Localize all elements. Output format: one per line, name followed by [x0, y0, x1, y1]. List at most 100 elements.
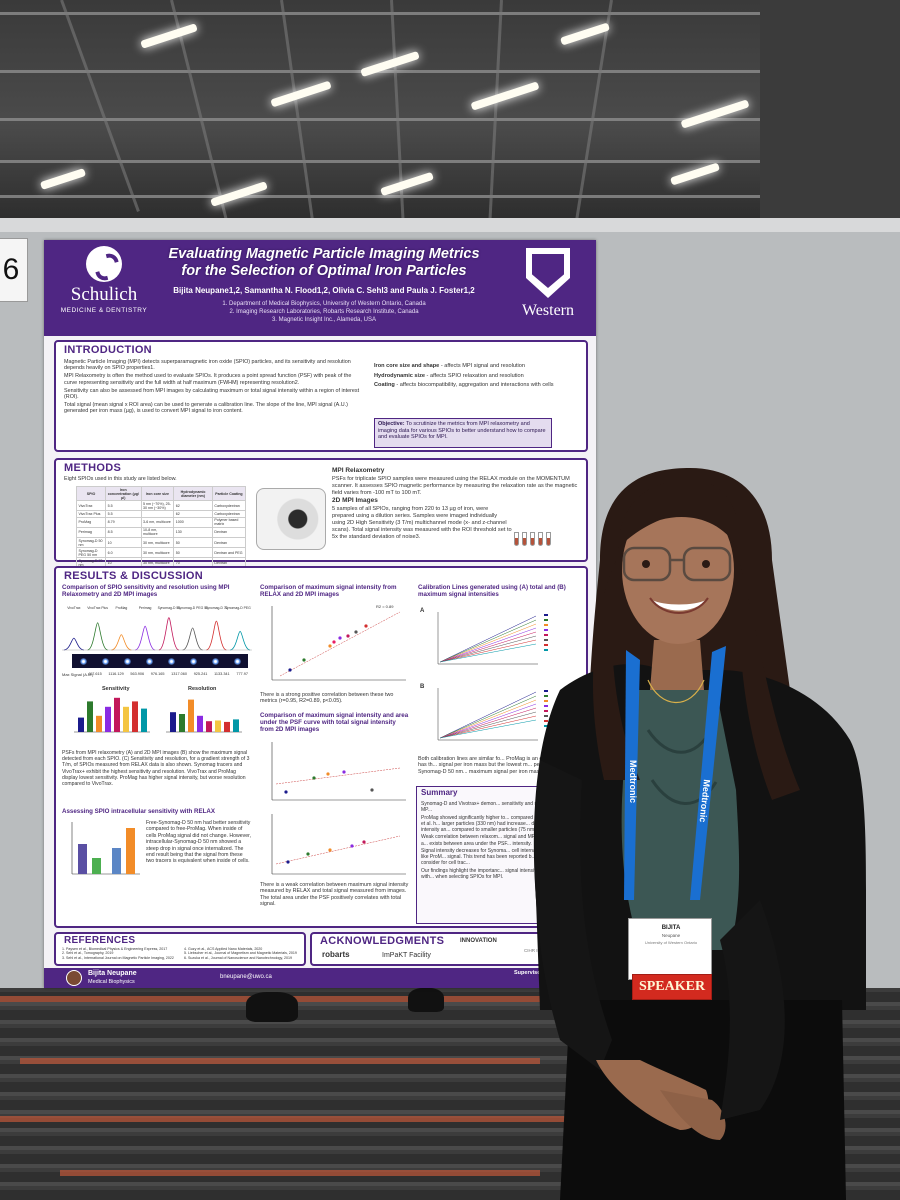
- carpet-floor: [0, 988, 900, 1200]
- psf-label: VivoTrax: [67, 606, 80, 610]
- calibration-line: [439, 631, 537, 663]
- psf-label: Perimag: [139, 606, 152, 610]
- lanyard-brand-left: Medtronic: [628, 760, 638, 804]
- bar: [78, 717, 84, 732]
- bar: [224, 721, 230, 732]
- table-row: ProMag 8.79 3-6 nm, multicore 1000 Polymer b…: [75, 516, 247, 528]
- calibration-line: [439, 711, 537, 739]
- max-signal-value: 777.97: [236, 672, 248, 676]
- max-signal-value: 1116.129: [108, 672, 124, 676]
- psf-curve: [87, 622, 108, 651]
- psf-label: Synomag-D 50: [158, 606, 181, 610]
- bar: [206, 721, 212, 732]
- calibration-line: [439, 707, 537, 739]
- max-signal-values: 467.615 1116.129 563.906 976.165 1317.060 925…: [88, 672, 248, 676]
- calibration-line: [439, 623, 537, 663]
- psf-curve: [229, 630, 251, 651]
- calibration-line: [439, 639, 537, 663]
- psf-curve: [158, 617, 180, 651]
- max-signal-value: 925.241: [193, 672, 208, 676]
- summary-box: Summary Synomag-D and Vivotrax+ demon...…: [416, 786, 586, 924]
- intro-bullets: Magnetic Particle Imaging (MPI) detects …: [64, 359, 360, 415]
- table-row: VivoTrax Plus 5.5 62 Carboxydextran: [75, 510, 247, 518]
- bar: [233, 719, 239, 732]
- poster-affiliations: 1. Department of Medical Biophysics, Uni…: [222, 301, 426, 323]
- calibration-line: [439, 615, 537, 663]
- calibration-line: [439, 715, 537, 739]
- bar: [197, 715, 203, 732]
- bar: [141, 708, 147, 732]
- introduction-section: INTRODUCTION Magnetic Particle Imaging (…: [54, 340, 588, 452]
- bar: [105, 706, 111, 732]
- western-crest-icon: [526, 248, 570, 298]
- max-signal-value: 976.165: [150, 672, 165, 676]
- psf-label: Synomag-D PEG 50: [177, 606, 208, 610]
- calibration-line: [439, 627, 537, 663]
- methods-text: MPI Relaxometry PSFs for triplicate SPIO…: [332, 467, 578, 540]
- mpi-images-strip: [72, 654, 248, 668]
- table-header: Hydrodynamic diameter (nm): [173, 485, 213, 502]
- methods-section: METHODS Eight SPIOs used in this study a…: [54, 458, 588, 579]
- calibration-line: [439, 703, 537, 739]
- psf-label: ProMag: [115, 606, 127, 610]
- western-logo: Western: [510, 248, 586, 332]
- table-header: SPIO: [75, 485, 107, 502]
- bar: [96, 715, 102, 732]
- poster-header: Schulich MEDICINE & DENTISTRY Evaluating…: [44, 240, 596, 336]
- calibration-line: [439, 635, 537, 663]
- psf-curve: [134, 625, 156, 651]
- poster-title: Evaluating Magnetic Particle Imaging Met…: [168, 246, 480, 279]
- psf-curve: [111, 634, 132, 651]
- bar: [87, 701, 93, 732]
- svg-text:B: B: [420, 684, 425, 690]
- table-row: Synomag-D PEG 50 nm 6.0 30 nm, multicore 50…: [75, 547, 247, 559]
- table-header: Iron core size: [140, 485, 175, 502]
- table-header: Iron concentration (µg/µl): [105, 485, 142, 502]
- calibration-line: [439, 619, 537, 663]
- psf-curves-chart: VivoTrax VivoTrax Plus ProMag Perimag Synoma…: [62, 606, 252, 651]
- psf-curve: [63, 637, 84, 651]
- calibration-line: [439, 691, 537, 739]
- intracellular-bars: [71, 822, 140, 875]
- presenter-avatar: [66, 970, 82, 986]
- psf-label: VivoTrax Plus: [87, 606, 108, 610]
- objective-box: Objective: To scrutinize the metrics fro…: [374, 418, 552, 448]
- poster-authors: Bijita Neupane1,2, Samantha N. Flood1,2,…: [173, 286, 475, 295]
- table-row: Perimag 8.5 10-8 nm, multicore 130 Dextran: [75, 526, 247, 538]
- references-section: REFERENCES 1. Paysen et al., Biomedical …: [54, 932, 306, 966]
- bar: [179, 714, 185, 732]
- summary-bullets: Synomag-D and Vivotrax+ demon... sensiti…: [421, 801, 582, 881]
- schulich-logo: Schulich MEDICINE & DENTISTRY: [54, 246, 154, 330]
- sample-vials: [514, 532, 551, 546]
- max-signal-value: 563.906: [130, 672, 145, 676]
- bar: [123, 706, 129, 732]
- bar: [114, 697, 120, 732]
- calibration-line: [439, 695, 537, 739]
- table-row: Synomag-D 50 nm 10 30 nm, multicore 50 Dextr…: [75, 536, 247, 549]
- schulich-s-icon: [86, 246, 122, 282]
- area-vs-total-scatter: [271, 742, 406, 875]
- table-row: VivoTrax 5.5 5 nm (~70%), 25-30 nm (~30%) 6…: [75, 500, 247, 512]
- svg-text:A: A: [420, 608, 425, 614]
- psf-label: Synomag-D 70: [205, 606, 228, 610]
- ceiling: [0, 0, 900, 225]
- speaker-ribbon: SPEAKER: [632, 974, 712, 1000]
- spio-table: SPIO Iron concentration (µg/µl) Iron core …: [75, 485, 247, 579]
- relax-vs-mpi-scatter: [271, 606, 406, 681]
- calibration-line: [439, 719, 537, 739]
- bar: [132, 701, 138, 732]
- sensitivity-resolution-bars: [74, 697, 242, 733]
- name-badge: BIJITA Neupane University of Western Ont…: [628, 918, 712, 980]
- calibration-line: [439, 699, 537, 739]
- bar: [215, 720, 221, 732]
- board-frame: [0, 218, 900, 232]
- bar: [188, 699, 194, 732]
- research-poster: Schulich MEDICINE & DENTISTRY Evaluating…: [44, 240, 596, 988]
- intro-properties: Iron core size and shape - affects MPI s…: [374, 363, 554, 388]
- psf-curve: [206, 620, 227, 651]
- booth-number: 6: [0, 238, 28, 302]
- calibration-line: [439, 643, 537, 663]
- poster-footer: Bijita Neupane Medical Biophysics bneupa…: [44, 968, 596, 988]
- table-header: Particle Coating: [211, 485, 247, 502]
- psf-label: Synomag-D PEG 70: [225, 606, 252, 610]
